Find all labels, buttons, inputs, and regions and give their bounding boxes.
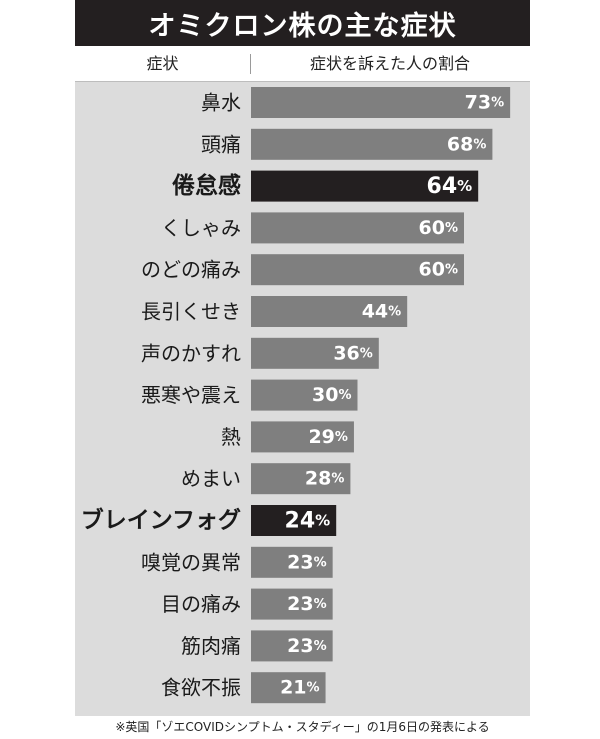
chart-frame: オミクロン株の主な症状 症状 症状を訴えた人の割合 鼻水 73% 頭痛 68% 倦怠感 6…	[75, 0, 530, 739]
value-label-8: 30%	[312, 384, 351, 406]
bar-6	[251, 296, 408, 327]
category-label-11: ブレインフォグ	[81, 507, 241, 534]
bar-12	[251, 546, 333, 578]
bar-1	[251, 87, 511, 118]
value-label-2: 68%	[447, 133, 486, 155]
value-label-5: 60%	[419, 259, 458, 281]
bar-5	[251, 254, 464, 286]
category-label-12: 嗅覚の異常	[141, 550, 241, 574]
bar-15	[251, 672, 326, 704]
value-label-15: 21%	[280, 677, 319, 699]
bar-3	[251, 170, 479, 202]
value-label-1: 73%	[465, 92, 504, 114]
value-label-9: 29%	[308, 426, 347, 448]
chart-panel: 鼻水 73% 頭痛 68% 倦怠感 64% くしゃみ 60% のどの痛み 60% 長引くせき 44% 声…	[75, 82, 530, 716]
category-label-5: のどの痛み	[141, 258, 241, 282]
value-label-3: 64%	[427, 174, 473, 199]
category-label-13: 目の痛み	[161, 592, 241, 616]
category-label-3: 倦怠感	[172, 172, 241, 199]
value-label-6: 44%	[362, 301, 401, 323]
category-label-6: 長引くせき	[141, 300, 241, 324]
value-label-13: 23%	[287, 593, 326, 615]
bar-4	[251, 212, 464, 244]
category-label-2: 頭痛	[201, 132, 241, 156]
column-header-row: 症状 症状を訴えた人の割合	[75, 46, 530, 82]
bar-11	[251, 505, 337, 536]
value-label-12: 23%	[287, 551, 326, 573]
value-label-11: 24%	[285, 508, 331, 533]
bar-13	[251, 588, 333, 620]
header-divider	[250, 54, 251, 74]
value-label-14: 23%	[287, 635, 326, 657]
bar-7	[251, 337, 379, 369]
bar-8	[251, 379, 358, 411]
category-label-9: 熱	[221, 425, 241, 449]
value-label-10: 28%	[305, 468, 344, 490]
bar-9	[251, 421, 354, 453]
footnote: ※英国「ゾエCOVIDシンプトム・スタディー」の1月6日の発表による	[115, 720, 490, 734]
bar-chart: 鼻水 73% 頭痛 68% 倦怠感 64% くしゃみ 60% のどの痛み 60% 長引くせき 44% 声…	[81, 87, 511, 704]
category-label-8: 悪寒や震え	[141, 383, 241, 407]
category-label-10: めまい	[181, 467, 241, 491]
category-label-1: 鼻水	[201, 91, 241, 115]
bar-2	[251, 128, 493, 160]
bar-14	[251, 630, 333, 662]
value-label-4: 60%	[419, 217, 458, 239]
category-label-14: 筋肉痛	[181, 634, 241, 658]
category-label-4: くしゃみ	[161, 216, 241, 240]
category-label-15: 食欲不振	[161, 676, 241, 700]
value-label-7: 36%	[333, 342, 372, 364]
category-label-7: 声のかすれ	[141, 341, 241, 365]
chart-title: オミクロン株の主な症状	[75, 0, 530, 46]
symptom-column-header: 症状	[146, 54, 179, 73]
bar-10	[251, 463, 351, 495]
rate-column-header: 症状を訴えた人の割合	[309, 54, 470, 73]
